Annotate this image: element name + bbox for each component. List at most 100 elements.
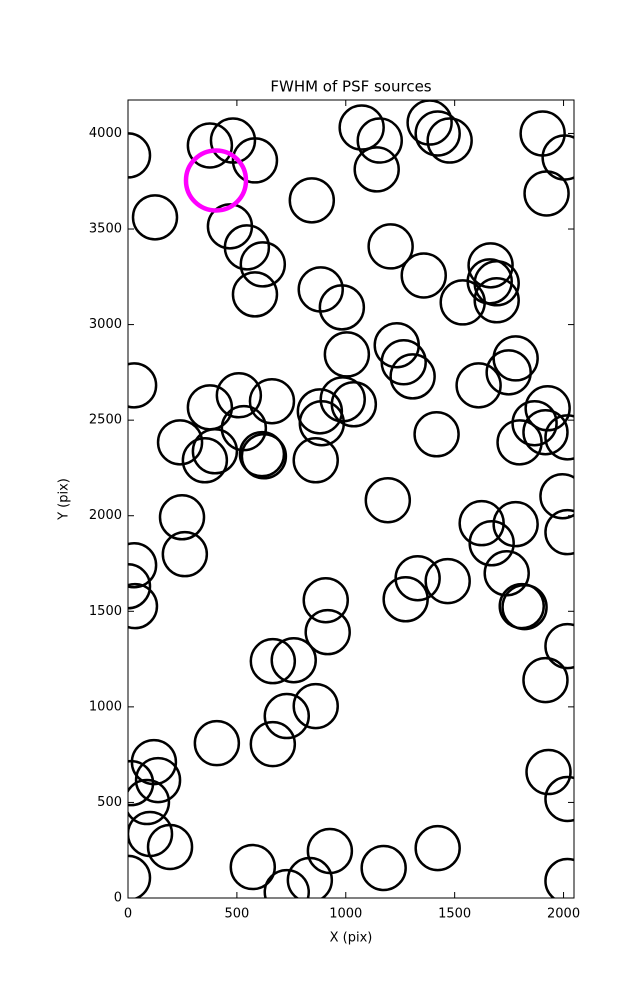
marker bbox=[158, 494, 206, 541]
marker bbox=[364, 476, 412, 524]
marker bbox=[496, 419, 543, 466]
chart-title: FWHM of PSF sources bbox=[270, 78, 431, 96]
marker bbox=[302, 576, 349, 624]
marker bbox=[128, 563, 152, 610]
y-tick-label: 3500 bbox=[89, 222, 122, 237]
marker bbox=[146, 823, 194, 871]
marker bbox=[414, 110, 461, 157]
x-tick-label: 500 bbox=[224, 907, 249, 922]
marker bbox=[367, 223, 414, 270]
y-tick-label: 1500 bbox=[89, 604, 122, 619]
marker bbox=[539, 472, 574, 520]
marker bbox=[134, 756, 182, 804]
marker bbox=[511, 399, 558, 447]
marker bbox=[485, 349, 532, 396]
marker bbox=[128, 582, 159, 630]
marker bbox=[306, 827, 354, 875]
y-tick-label: 2000 bbox=[89, 508, 122, 523]
marker bbox=[458, 499, 505, 547]
marker bbox=[382, 576, 429, 623]
marker bbox=[186, 122, 234, 169]
marker bbox=[161, 530, 209, 578]
marker bbox=[522, 656, 569, 704]
marker bbox=[323, 331, 371, 378]
marker bbox=[338, 104, 385, 151]
y-axis-label: Y (pix) bbox=[57, 478, 72, 521]
marker bbox=[426, 117, 473, 164]
marker bbox=[467, 242, 514, 289]
x-axis-label: X (pix) bbox=[330, 931, 373, 946]
marker bbox=[389, 353, 436, 400]
marker bbox=[522, 408, 569, 456]
marker bbox=[128, 132, 152, 179]
marker bbox=[191, 428, 239, 475]
y-tick-label: 3000 bbox=[89, 317, 122, 332]
marker bbox=[406, 100, 453, 146]
marker bbox=[544, 857, 574, 898]
marker bbox=[380, 338, 427, 386]
marker bbox=[525, 748, 572, 796]
marker bbox=[263, 868, 311, 898]
marker bbox=[128, 362, 158, 409]
marker bbox=[414, 824, 461, 872]
y-tick-label: 4000 bbox=[89, 126, 122, 141]
marker bbox=[239, 241, 287, 288]
marker bbox=[544, 775, 574, 823]
marker bbox=[181, 437, 229, 484]
x-tick-label: 1000 bbox=[329, 907, 362, 922]
marker bbox=[128, 541, 158, 589]
marker bbox=[240, 433, 288, 480]
marker bbox=[193, 719, 241, 767]
marker bbox=[400, 252, 447, 299]
marker bbox=[353, 146, 400, 193]
x-tick-label: 0 bbox=[124, 907, 132, 922]
y-tick-label: 500 bbox=[97, 795, 122, 810]
plot-frame bbox=[127, 99, 575, 899]
marker bbox=[238, 430, 286, 478]
marker bbox=[413, 411, 460, 458]
marker bbox=[356, 117, 403, 164]
marker bbox=[223, 224, 271, 271]
marker bbox=[455, 362, 502, 409]
marker bbox=[270, 636, 317, 684]
marker bbox=[128, 778, 171, 826]
marker bbox=[231, 271, 279, 318]
marker bbox=[292, 437, 339, 484]
marker bbox=[544, 508, 574, 556]
marker bbox=[156, 419, 204, 466]
marker bbox=[541, 134, 574, 181]
marker bbox=[492, 500, 539, 548]
marker bbox=[304, 608, 351, 656]
marker bbox=[249, 720, 297, 768]
marker bbox=[296, 388, 344, 435]
marker bbox=[473, 277, 520, 324]
marker bbox=[128, 759, 155, 807]
marker bbox=[229, 843, 277, 891]
marker bbox=[318, 284, 366, 331]
y-tick-label: 0 bbox=[114, 891, 122, 906]
marker bbox=[183, 148, 249, 213]
y-tick-label: 2500 bbox=[89, 413, 122, 428]
marker bbox=[394, 554, 441, 602]
marker bbox=[128, 854, 152, 898]
marker bbox=[544, 414, 574, 461]
marker bbox=[249, 637, 297, 685]
marker bbox=[424, 557, 471, 605]
marker bbox=[231, 137, 279, 184]
marker bbox=[248, 377, 296, 425]
marker bbox=[360, 844, 407, 892]
marker bbox=[288, 177, 336, 224]
marker bbox=[292, 682, 339, 730]
x-tick-label: 2000 bbox=[547, 907, 580, 922]
marker bbox=[473, 260, 520, 307]
marker bbox=[298, 399, 346, 447]
x-tick-label: 1500 bbox=[438, 907, 471, 922]
marker bbox=[131, 194, 179, 241]
marker bbox=[468, 519, 515, 567]
marker bbox=[501, 583, 548, 631]
marker bbox=[215, 372, 263, 419]
y-tick-label: 1000 bbox=[89, 699, 122, 714]
marker bbox=[544, 622, 574, 670]
marker bbox=[263, 692, 311, 740]
